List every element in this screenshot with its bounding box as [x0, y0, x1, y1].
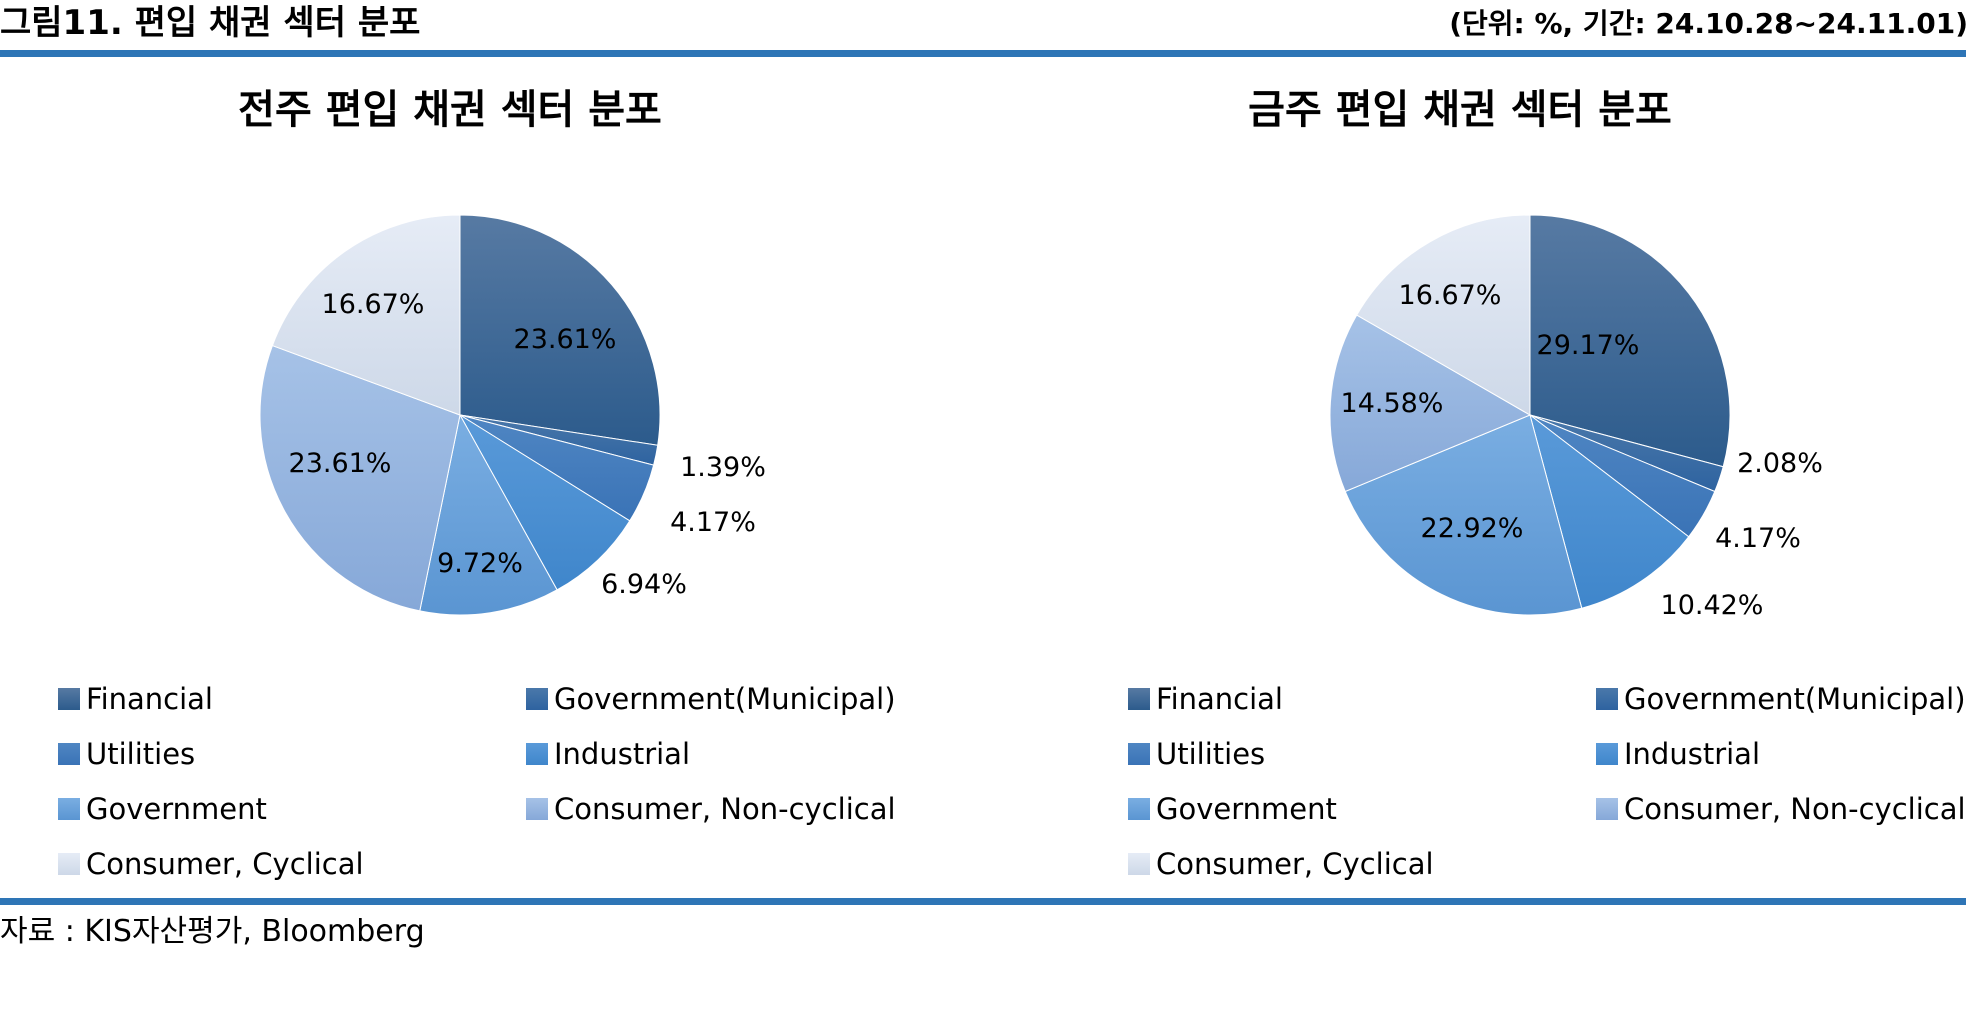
legend-item-consumer-non-cyclical: Consumer, Non-cyclical — [526, 787, 896, 831]
data-label-government: 9.72% — [437, 548, 523, 579]
legend-label: Utilities — [86, 737, 196, 771]
legend-label: Government — [86, 792, 267, 826]
legend-label: Industrial — [554, 737, 691, 771]
legend-swatch — [526, 798, 548, 820]
data-label-government: 22.92% — [1421, 513, 1524, 544]
pie-slice-industrial — [1529, 413, 1690, 609]
legend-label: Consumer, Non-cyclical — [1624, 792, 1966, 826]
data-label-financial: 29.17% — [1537, 330, 1640, 361]
pie-slice-consumer-cyclical — [1356, 214, 1531, 416]
legend-item-utilities: Utilities — [1128, 732, 1265, 776]
legend-item-industrial: Industrial — [526, 732, 690, 776]
legend-swatch — [58, 743, 80, 765]
pie-slice-government — [419, 413, 558, 616]
legend-label: Financial — [86, 682, 213, 716]
legend-swatch — [1128, 743, 1150, 765]
data-label-industrial: 6.94% — [601, 569, 687, 600]
pie-slice-financial — [459, 214, 661, 446]
figure-title: 그림11. 편입 채권 섹터 분포 — [0, 3, 421, 43]
legend-swatch — [1596, 798, 1618, 820]
legend-swatch — [1128, 853, 1150, 875]
legend-label: Consumer, Non-cyclical — [554, 792, 896, 826]
legend-item-financial: Financial — [1128, 677, 1283, 721]
source-note: 자료 : KIS자산평가, Bloomberg — [0, 914, 425, 949]
legend-swatch — [1128, 688, 1150, 710]
legend-item-consumer-cyclical: Consumer, Cyclical — [1128, 842, 1434, 886]
legend-label: Industrial — [1624, 737, 1761, 771]
legend-swatch — [58, 853, 80, 875]
data-label-utilities: 4.17% — [1715, 523, 1801, 554]
legend-swatch — [526, 743, 548, 765]
pie-slice-industrial — [458, 413, 631, 591]
legend-label: Consumer, Cyclical — [1156, 847, 1434, 881]
top-divider — [0, 50, 1966, 57]
data-label-consumer-cyclical: 16.67% — [1399, 280, 1502, 311]
chart-legend: Financial Government(Municipal) Utilities I… — [1128, 677, 1966, 907]
legend-item-consumer-non-cyclical: Consumer, Non-cyclical — [1596, 787, 1966, 831]
legend-label: Government(Municipal) — [554, 682, 896, 716]
data-label-industrial: 10.42% — [1661, 590, 1764, 621]
pie-chart: 29.17% 2.08% 4.17% 10.42% 22.92% 14.58% 16.67% — [1329, 214, 1823, 621]
legend-item-government: Government — [58, 787, 267, 831]
pie-slice-consumer-cyclical — [271, 214, 461, 416]
chart-current-week: 금주 편입 채권 섹터 분포 29.17% 2.08% 4.17% 10.42% 22.… — [1070, 60, 1966, 896]
data-label-financial: 23.61% — [514, 324, 617, 355]
data-label-utilities: 4.17% — [670, 507, 756, 538]
data-label-government-municipal: 1.39% — [680, 452, 766, 483]
legend-swatch — [58, 798, 80, 820]
data-label-consumer-non-cyclical: 14.58% — [1341, 388, 1444, 419]
legend-swatch — [58, 688, 80, 710]
legend-item-government: Government — [1128, 787, 1337, 831]
legend-label: Government(Municipal) — [1624, 682, 1966, 716]
chart-title: 전주 편입 채권 섹터 분포 — [238, 87, 662, 133]
chart-title: 금주 편입 채권 섹터 분포 — [1248, 87, 1672, 133]
data-label-consumer-non-cyclical: 23.61% — [289, 448, 392, 479]
legend-label: Utilities — [1156, 737, 1266, 771]
data-label-government-municipal: 2.08% — [1737, 448, 1823, 479]
legend-item-government-municipal: Government(Municipal) — [526, 677, 896, 721]
data-label-consumer-cyclical: 16.67% — [322, 289, 425, 320]
pie-slice-financial — [1529, 214, 1731, 468]
pie-chart: 23.61% 1.39% 4.17% 6.94% 9.72% 23.61% 16.67% — [259, 214, 766, 616]
legend-swatch — [1128, 798, 1150, 820]
legend-swatch — [526, 688, 548, 710]
legend-item-financial: Financial — [58, 677, 213, 721]
chart-legend: Financial Government(Municipal) Utilities I… — [58, 677, 988, 907]
bottom-divider — [0, 898, 1966, 905]
unit-period-note: (단위: %, 기간: 24.10.28~24.11.01) — [1449, 7, 1966, 40]
chart-previous-week: 전주 편입 채권 섹터 분포 23.61% 1.39% 4.17% 6.94% 9.72… — [0, 60, 980, 896]
legend-item-consumer-cyclical: Consumer, Cyclical — [58, 842, 364, 886]
pie-slice-consumer-non-cyclical — [1329, 314, 1532, 493]
pie-slice-consumer-non-cyclical — [259, 344, 461, 612]
legend-swatch — [1596, 688, 1618, 710]
legend-item-utilities: Utilities — [58, 732, 195, 776]
legend-item-government-municipal: Government(Municipal) — [1596, 677, 1966, 721]
legend-label: Consumer, Cyclical — [86, 847, 364, 881]
legend-label: Government — [1156, 792, 1337, 826]
legend-item-industrial: Industrial — [1596, 732, 1760, 776]
legend-label: Financial — [1156, 682, 1283, 716]
legend-swatch — [1596, 743, 1618, 765]
pie-slice-government — [1344, 414, 1583, 616]
figure-header: 그림11. 편입 채권 섹터 분포 (단위: %, 기간: 24.10.28~2… — [0, 0, 1966, 52]
